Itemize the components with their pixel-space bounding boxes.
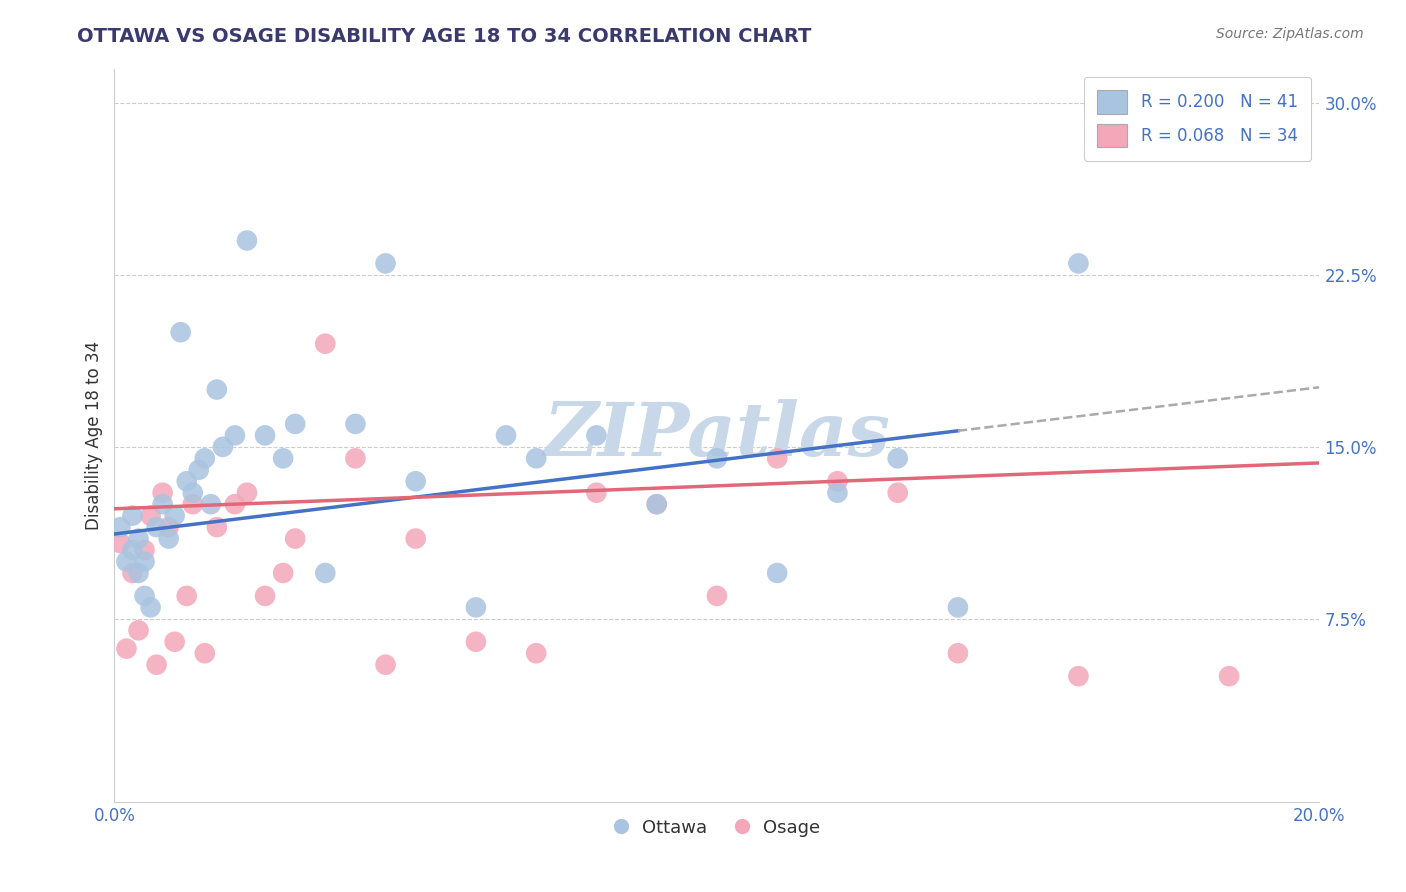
Point xyxy=(464,600,486,615)
Point xyxy=(827,485,849,500)
Text: Source: ZipAtlas.com: Source: ZipAtlas.com xyxy=(1216,27,1364,41)
Point xyxy=(374,657,396,672)
Point xyxy=(766,566,789,580)
Point xyxy=(254,428,277,442)
Point xyxy=(706,589,728,603)
Point xyxy=(766,451,789,466)
Point xyxy=(134,554,156,568)
Point xyxy=(121,543,143,558)
Point xyxy=(128,566,150,580)
Point xyxy=(134,543,156,558)
Point xyxy=(110,536,132,550)
Point xyxy=(405,532,427,546)
Point xyxy=(1067,256,1090,270)
Point xyxy=(128,624,150,638)
Point xyxy=(134,589,156,603)
Point xyxy=(585,485,607,500)
Point xyxy=(212,440,235,454)
Point xyxy=(374,256,396,270)
Point xyxy=(139,600,162,615)
Point xyxy=(163,508,186,523)
Point xyxy=(271,566,294,580)
Legend: Ottawa, Osage: Ottawa, Osage xyxy=(606,812,828,845)
Point xyxy=(645,497,668,511)
Point xyxy=(314,336,336,351)
Point xyxy=(187,463,209,477)
Point xyxy=(205,383,228,397)
Point xyxy=(314,566,336,580)
Point xyxy=(121,566,143,580)
Point xyxy=(236,234,259,248)
Point xyxy=(121,508,143,523)
Point xyxy=(1067,669,1090,683)
Point xyxy=(152,485,174,500)
Point xyxy=(145,520,167,534)
Point xyxy=(128,532,150,546)
Point xyxy=(163,634,186,648)
Point xyxy=(284,532,307,546)
Point xyxy=(886,451,908,466)
Point xyxy=(224,428,246,442)
Point xyxy=(236,485,259,500)
Point xyxy=(405,475,427,489)
Point xyxy=(157,532,180,546)
Point xyxy=(344,451,367,466)
Point xyxy=(495,428,517,442)
Point xyxy=(194,451,217,466)
Point xyxy=(139,508,162,523)
Y-axis label: Disability Age 18 to 34: Disability Age 18 to 34 xyxy=(86,341,103,530)
Point xyxy=(645,497,668,511)
Point xyxy=(157,520,180,534)
Point xyxy=(1218,669,1240,683)
Point xyxy=(284,417,307,431)
Text: OTTAWA VS OSAGE DISABILITY AGE 18 TO 34 CORRELATION CHART: OTTAWA VS OSAGE DISABILITY AGE 18 TO 34 … xyxy=(77,27,811,45)
Point xyxy=(886,485,908,500)
Point xyxy=(181,485,204,500)
Point xyxy=(524,646,547,660)
Point xyxy=(152,497,174,511)
Point xyxy=(115,641,138,656)
Point xyxy=(176,589,198,603)
Point xyxy=(585,428,607,442)
Point xyxy=(946,646,969,660)
Point xyxy=(224,497,246,511)
Point xyxy=(524,451,547,466)
Point xyxy=(110,520,132,534)
Point xyxy=(946,600,969,615)
Point xyxy=(827,475,849,489)
Point xyxy=(181,497,204,511)
Point xyxy=(194,646,217,660)
Point xyxy=(706,451,728,466)
Point xyxy=(464,634,486,648)
Point xyxy=(145,657,167,672)
Point xyxy=(205,520,228,534)
Point xyxy=(271,451,294,466)
Point xyxy=(176,475,198,489)
Point xyxy=(200,497,222,511)
Point xyxy=(115,554,138,568)
Text: ZIPatlas: ZIPatlas xyxy=(544,399,890,472)
Point xyxy=(254,589,277,603)
Point xyxy=(344,417,367,431)
Point xyxy=(170,325,193,339)
